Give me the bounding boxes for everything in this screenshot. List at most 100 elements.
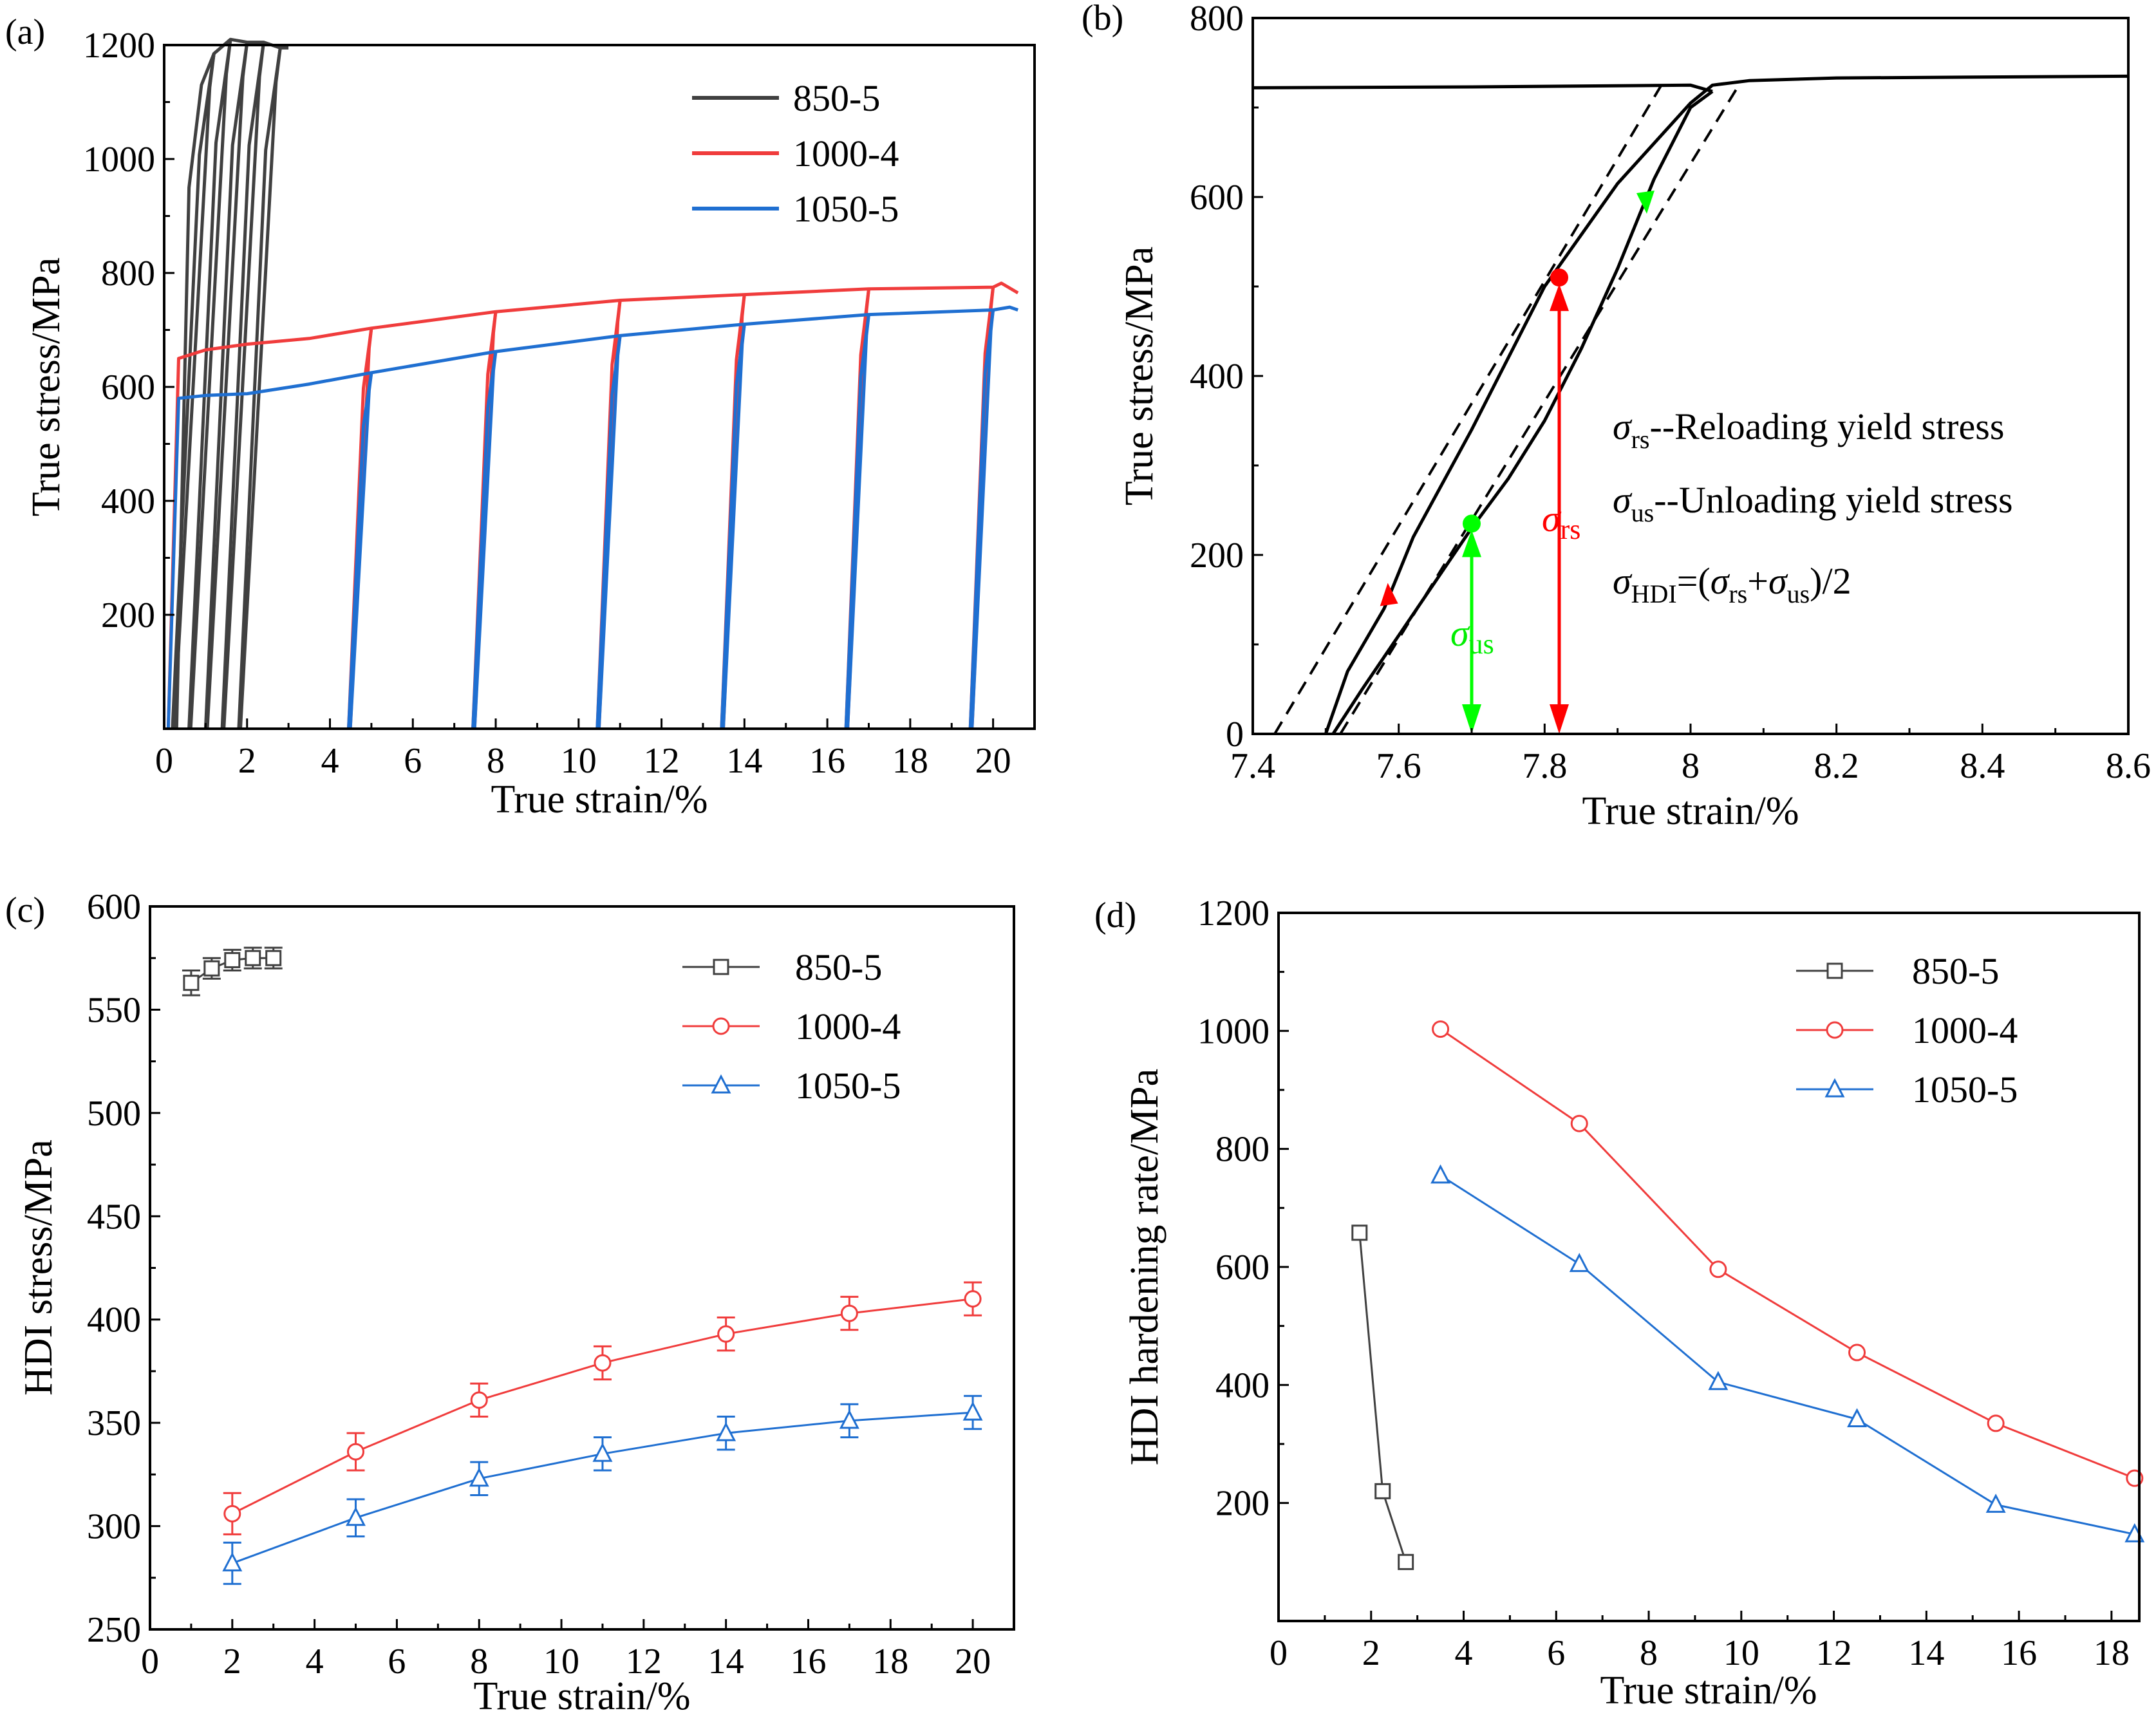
sigma-symbol: σ — [1613, 479, 1633, 521]
series-1000-4-line — [1439, 1028, 2135, 1479]
series-1050-5-point — [346, 1506, 366, 1526]
x-tick-label: 4 — [1455, 1633, 1473, 1673]
sigma-symbol: σ — [1542, 498, 1562, 539]
sigma-symbol: σ — [1711, 560, 1730, 602]
series-850-5-reload-curve — [222, 42, 265, 729]
series-850-5-point — [1351, 1224, 1368, 1241]
series-850-5-reload-curve — [189, 39, 232, 729]
legend-d-850-5-label: 850-5 — [1912, 950, 1999, 992]
series-1050-5-point — [1708, 1371, 1729, 1391]
series-850-5-point — [203, 960, 220, 977]
legend-c-1000-4-label: 1000-4 — [795, 1006, 901, 1047]
panel-a-series-group — [166, 37, 1019, 729]
panel-b-xlabel: True strain/% — [1582, 789, 1799, 833]
y-tick-label: 800 — [1190, 0, 1244, 39]
legend-850-5-marker — [1826, 962, 1843, 979]
x-tick-label: 18 — [872, 1642, 908, 1682]
series-850-5-point — [1398, 1553, 1414, 1570]
sigma-rs-point — [1550, 268, 1568, 287]
panel-d-ylabel: HDI hardening rate/MPa — [1123, 1069, 1167, 1465]
series-1000-4-point — [470, 1391, 488, 1409]
us-subscript: us — [1631, 498, 1654, 527]
panel-d-ticks: 0 2 4 6 8 10 12 14 16 18 200 400 600 800 1000 1200 — [1197, 894, 2130, 1673]
series-1050-5-point — [1847, 1408, 1867, 1427]
panel-a-xlabel: True strain/% — [491, 778, 708, 821]
series-1050-5-point — [1985, 1494, 2006, 1513]
x-tick-label: 4 — [306, 1642, 324, 1682]
series-1050-5-point — [962, 1401, 983, 1421]
series-850-5-point — [1374, 1483, 1391, 1499]
series-1000-4-point — [347, 1443, 365, 1461]
series-1050-5-point — [1569, 1253, 1589, 1272]
series-1050-5-point — [1430, 1164, 1451, 1184]
series-1000-4-point — [1848, 1344, 1866, 1362]
panel-b-label-sigma-us: σus — [1450, 612, 1494, 660]
x-tick-label: 2 — [238, 741, 256, 781]
series-1000-4-point — [1570, 1114, 1588, 1132]
x-tick-label: 7.8 — [1522, 746, 1567, 786]
x-tick-label: 8.4 — [1960, 746, 2005, 786]
panel-a: 0 2 4 6 8 10 12 14 16 18 20 200 400 600 800 1000 1200 Tr… — [24, 26, 1036, 821]
y-tick-label: 400 — [1190, 357, 1244, 397]
sigma-symbol: σ — [1613, 560, 1633, 602]
panel-a-ticks: 0 2 4 6 8 10 12 14 16 18 20 200 400 600 800 1000 1200 — [83, 26, 1011, 781]
y-tick-label: 800 — [1215, 1130, 1270, 1170]
sigma-symbol: σ — [1450, 612, 1470, 654]
x-tick-label: 7.6 — [1376, 746, 1421, 786]
y-tick-label: 0 — [1226, 715, 1244, 754]
x-tick-label: 12 — [644, 741, 680, 781]
x-tick-label: 10 — [543, 1642, 579, 1682]
legend-c-1050-5-label: 1050-5 — [795, 1065, 901, 1107]
y-tick-label: 600 — [101, 368, 155, 408]
y-tick-label: 400 — [87, 1300, 141, 1340]
x-tick-label: 6 — [388, 1642, 406, 1682]
series-1000-4-point — [717, 1325, 735, 1343]
x-tick-label: 14 — [708, 1642, 744, 1682]
y-tick-label: 500 — [87, 1094, 141, 1134]
series-1050-5-point — [592, 1443, 613, 1462]
sigma-rs-arrowhead-down — [1550, 704, 1569, 734]
eq-open: =( — [1677, 560, 1711, 602]
x-tick-label: 10 — [561, 741, 597, 781]
y-tick-label: 550 — [87, 990, 141, 1030]
series-850-5-reload-curve — [205, 42, 249, 729]
panel-c-legend: 850-5 1000-4 1050-5 — [682, 946, 901, 1107]
y-tick-label: 1000 — [1197, 1011, 1270, 1051]
reloading-curve — [1324, 74, 2128, 734]
flow-curve-before — [1253, 83, 1713, 93]
rs-description: --Reloading yield stress — [1650, 406, 2005, 447]
panel-b: 7.4 7.6 7.8 8 8.2 8.4 8.6 0 200 400 600 800 True st… — [1118, 0, 2151, 833]
svg-text:σus: σus — [1450, 612, 1494, 660]
x-tick-label: 6 — [1547, 1633, 1565, 1673]
panel-d-xlabel: True strain/% — [1600, 1669, 1817, 1712]
x-tick-label: 8 — [1640, 1633, 1658, 1673]
panel-label-d: (d) — [1094, 895, 1136, 935]
x-tick-label: 4 — [321, 741, 339, 781]
legend-d-1050-5-label: 1050-5 — [1912, 1069, 2018, 1111]
y-tick-label: 350 — [87, 1403, 141, 1443]
x-tick-label: 2 — [1362, 1633, 1380, 1673]
rs-subscript: rs — [1631, 425, 1650, 454]
series-850-5-point — [183, 975, 200, 991]
series-1000-4-point — [1432, 1020, 1450, 1038]
series-1000-4-point — [964, 1290, 982, 1308]
panel-d-plot-area — [1351, 1020, 2145, 1570]
series-850-5-reload-curve — [239, 48, 282, 729]
svg-text:σHDI=(σrs+σus)/2: σHDI=(σrs+σus)/2 — [1613, 560, 1851, 608]
x-tick-label: 8 — [470, 1642, 488, 1682]
eq-close: )/2 — [1810, 560, 1851, 602]
panel-d: 0 2 4 6 8 10 12 14 16 18 200 400 600 800 1000 1200 True… — [1123, 894, 2145, 1712]
panel-c-ticks: 0 2 4 6 8 10 12 14 16 18 20 250 300 350 400 450 500 550 60… — [87, 887, 991, 1682]
reload-direction-arrow — [1380, 583, 1398, 606]
legend-a-1000-4-label: 1000-4 — [793, 133, 899, 174]
legend-d-1000-4-label: 1000-4 — [1912, 1009, 2018, 1051]
series-1050-5-point — [469, 1467, 489, 1487]
panel-b-annotation-rs: σrs--Reloading yield stress — [1613, 406, 2004, 454]
x-tick-label: 14 — [726, 741, 762, 781]
rs-subscript: rs — [1729, 579, 1747, 608]
x-tick-label: 16 — [2001, 1633, 2037, 1673]
svg-text:σrs: σrs — [1542, 498, 1580, 545]
legend-1000-4-marker — [712, 1017, 730, 1035]
x-tick-label: 16 — [809, 741, 845, 781]
